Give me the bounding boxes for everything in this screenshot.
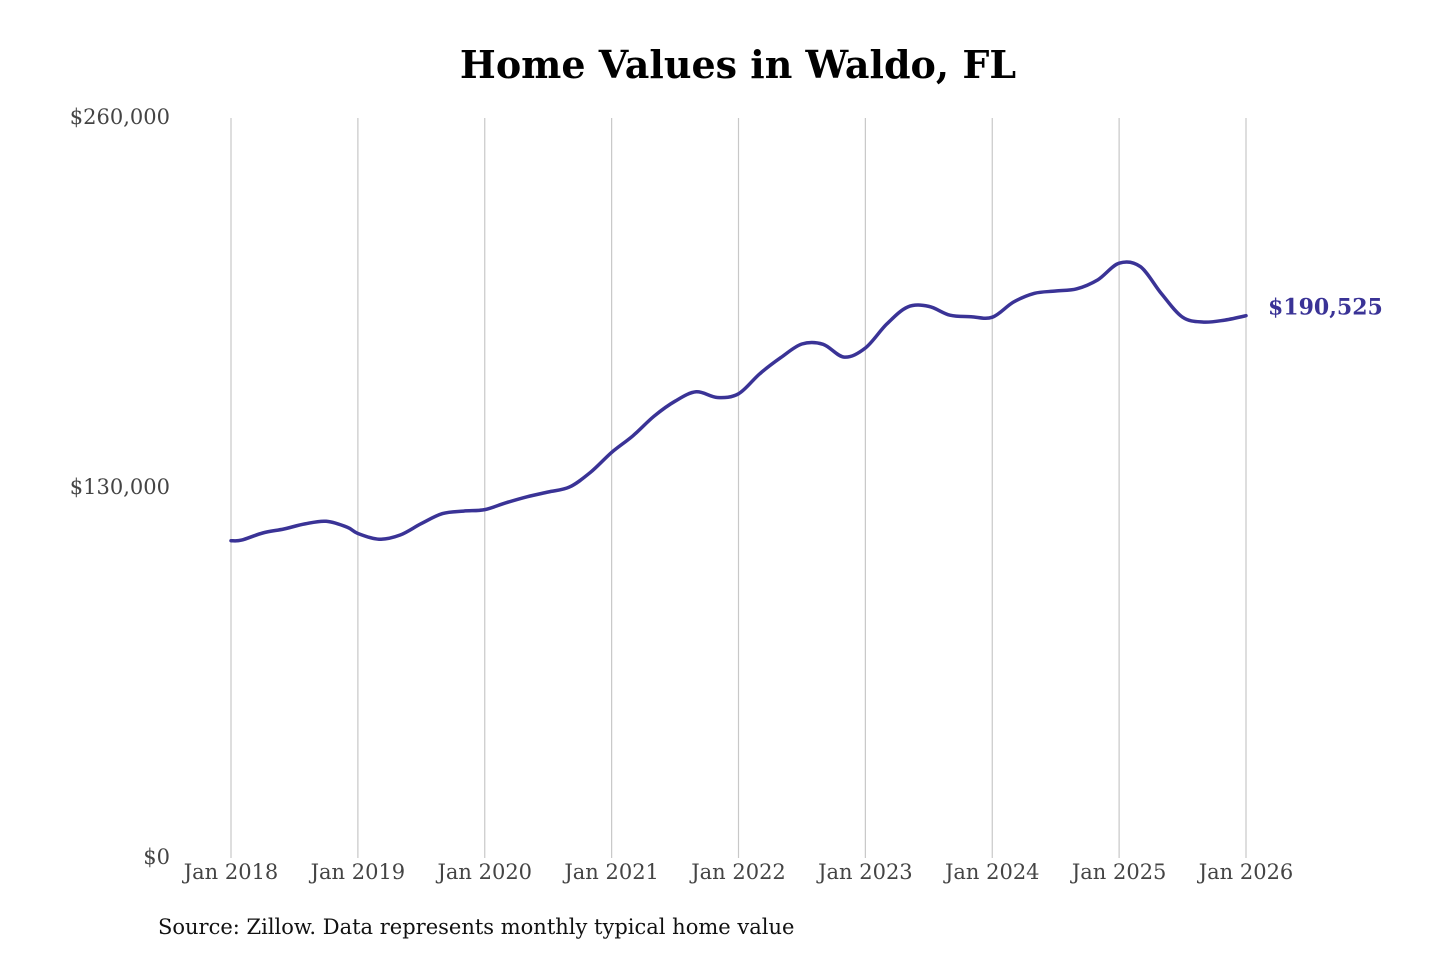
y-axis: $0 $130,000 $260,000: [70, 105, 170, 869]
x-tick-label: Jan 2025: [1070, 860, 1167, 884]
x-tick-label: Jan 2023: [816, 860, 913, 884]
source-note: Source: Zillow. Data represents monthly …: [158, 915, 795, 939]
x-tick-label: Jan 2024: [943, 860, 1040, 884]
x-tick-label: Jan 2026: [1197, 860, 1294, 884]
x-tick-label: Jan 2020: [435, 860, 532, 884]
series-line: [229, 260, 1248, 543]
end-value-label: $190,525: [1268, 295, 1383, 321]
annotations: $190,525: [1268, 295, 1383, 321]
y-tick-label: $130,000: [70, 475, 170, 499]
x-tick-label: Jan 2022: [689, 860, 786, 884]
x-tick-label: Jan 2018: [182, 860, 279, 884]
y-tick-label: $0: [143, 845, 170, 869]
x-tick-label: Jan 2019: [309, 860, 406, 884]
x-tick-label: Jan 2021: [562, 860, 659, 884]
y-tick-label: $260,000: [70, 105, 170, 129]
chart-title: Home Values in Waldo, FL: [459, 42, 1017, 87]
grid-lines: [230, 118, 1247, 858]
x-axis: Jan 2018 Jan 2019 Jan 2020 Jan 2021 Jan 2022…: [182, 860, 1294, 884]
series: [229, 260, 1248, 543]
